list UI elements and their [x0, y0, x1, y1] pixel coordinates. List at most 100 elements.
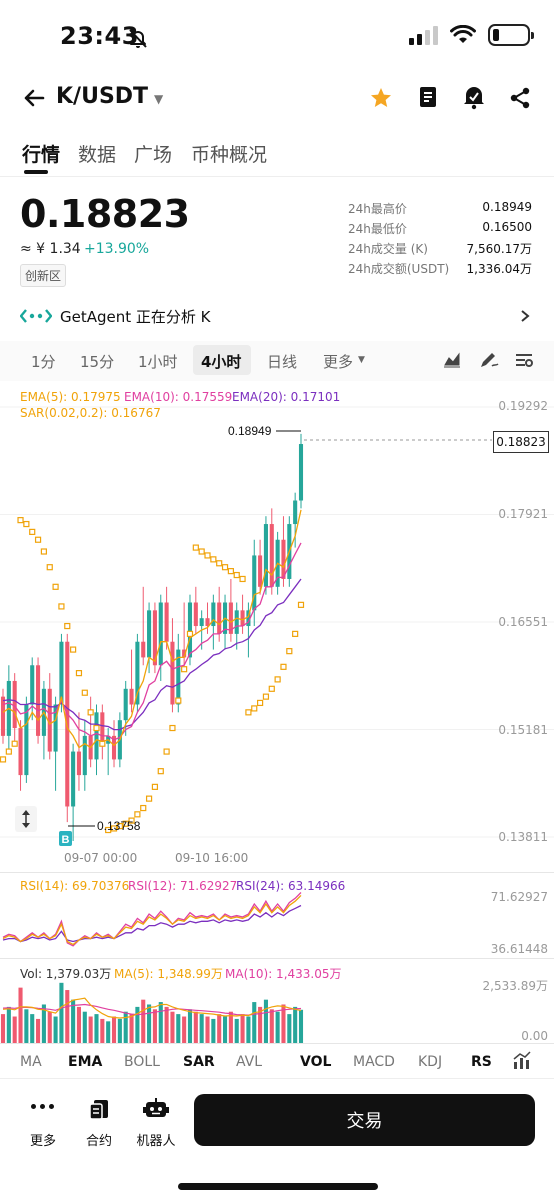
- vol-ma10-legend: MA(10): 1,433.05万: [225, 967, 342, 981]
- indicator-tab-vol[interactable]: VOL: [300, 1054, 332, 1070]
- alert-bell-icon[interactable]: [462, 84, 486, 110]
- timeframe-1h[interactable]: 1小时: [138, 353, 178, 371]
- divider: [0, 176, 554, 177]
- time-axis-label: 09-10 16:00: [175, 851, 249, 865]
- trade-button[interactable]: 交易: [194, 1094, 535, 1146]
- chart-settings-icon[interactable]: [515, 352, 533, 368]
- candles: [0, 433, 304, 842]
- indicator-tab-sar[interactable]: SAR: [183, 1054, 215, 1070]
- sar-dot: [239, 575, 246, 583]
- buy-marker[interactable]: [59, 831, 72, 846]
- sar-dot: [286, 648, 293, 655]
- indicator-tab-avl[interactable]: AVL: [236, 1054, 263, 1070]
- sar-dot: [274, 676, 281, 683]
- more-dots-icon[interactable]: [31, 1104, 54, 1109]
- timeframe-15m[interactable]: 15分: [80, 353, 115, 371]
- timeframe-4h[interactable]: 4小时: [201, 353, 242, 371]
- timeframe-more[interactable]: 更多: [323, 353, 354, 371]
- indicator-tab-rs[interactable]: RS: [471, 1054, 492, 1070]
- volume-bar: [76, 1006, 82, 1043]
- sar-dot: [93, 724, 100, 732]
- volume-bar: [217, 1014, 222, 1043]
- draw-pen-icon[interactable]: [479, 351, 499, 369]
- more-caret-icon[interactable]: ▼: [358, 355, 365, 365]
- stat-value-turnover: 1,336.04万: [466, 262, 532, 276]
- candle-body: [135, 641, 140, 705]
- indicator-tab-kdj[interactable]: KDJ: [418, 1054, 443, 1070]
- volume-chart: [0, 982, 304, 1043]
- tab-market[interactable]: 行情: [22, 144, 61, 166]
- indicator-tab-boll[interactable]: BOLL: [124, 1054, 160, 1070]
- back-arrow-icon[interactable]: [22, 86, 46, 110]
- volume-bar: [47, 1011, 52, 1043]
- volume-bar: [12, 1016, 17, 1043]
- volume-bar: [36, 1018, 41, 1043]
- volume-bar: [152, 1009, 157, 1043]
- status-icons: [409, 24, 534, 46]
- share-icon[interactable]: [508, 86, 532, 110]
- volume-bar: [82, 1011, 87, 1043]
- indicator-tab-ma[interactable]: MA: [20, 1054, 42, 1070]
- notebook-icon[interactable]: [417, 85, 439, 109]
- price-axis-label: 0.17921: [498, 507, 548, 521]
- divider: [0, 1078, 554, 1079]
- indicator-tab-macd[interactable]: MACD: [353, 1054, 395, 1070]
- tab-coin-overview[interactable]: 币种概况: [191, 144, 268, 166]
- candle-body: [158, 602, 163, 666]
- vertical-drag-handle-icon[interactable]: [15, 806, 37, 832]
- getagent-banner[interactable]: GetAgent 正在分析 K: [60, 308, 211, 326]
- getagent-logo-icon: [20, 309, 52, 323]
- pair-title[interactable]: K/USDT: [56, 84, 149, 109]
- candle-body: [0, 696, 6, 736]
- indicator-settings-icon[interactable]: [512, 1051, 532, 1071]
- sar-dot: [262, 693, 270, 700]
- volume-bar: [88, 1016, 93, 1043]
- volume-bar: [117, 1018, 122, 1043]
- tab-square[interactable]: 广场: [134, 144, 173, 166]
- indicator-tab-ema[interactable]: EMA: [68, 1054, 103, 1070]
- price-axis-label: 0.19292: [498, 399, 548, 413]
- robot-icon[interactable]: [143, 1097, 169, 1121]
- timeframe-1m[interactable]: 1分: [31, 353, 56, 371]
- rsi24-legend: RSI(24): 63.14966: [236, 879, 346, 893]
- sar-dot: [110, 825, 118, 832]
- sar-dot: [105, 826, 112, 834]
- volume-bar: [252, 1002, 257, 1043]
- candle-body: [164, 602, 169, 642]
- volume-bar: [269, 1009, 274, 1043]
- sar-dot: [23, 520, 30, 528]
- vol-axis-label: 2,533.89万: [482, 979, 548, 993]
- volume-bar: [41, 1004, 46, 1043]
- candle-body: [293, 500, 298, 525]
- sar-dot: [116, 822, 123, 830]
- sar-dot: [210, 556, 217, 563]
- timeframe-1d[interactable]: 日线: [267, 353, 298, 371]
- stat-value-high: 0.18949: [482, 200, 532, 214]
- sar-dot: [145, 795, 153, 802]
- ema20-legend: EMA(20): 0.17101: [232, 390, 341, 404]
- candle-body: [53, 704, 58, 752]
- volume-bar: [6, 1006, 11, 1043]
- current-price-tag: 0.18823: [493, 431, 549, 453]
- volume-bar: [71, 999, 76, 1043]
- favorite-star-icon[interactable]: [369, 86, 393, 110]
- candle-body: [199, 618, 204, 627]
- sar-dot: [181, 666, 188, 673]
- bottom-nav-more[interactable]: 更多: [29, 1134, 56, 1149]
- candle-body: [100, 712, 105, 744]
- tab-data[interactable]: 数据: [78, 144, 117, 166]
- bottom-nav-robot[interactable]: 机器人: [136, 1134, 176, 1149]
- candlestick-chart[interactable]: 0.18949 0.13758 B: [0, 385, 554, 875]
- chevron-right-icon[interactable]: [519, 309, 531, 323]
- volume-bar: [59, 982, 64, 1043]
- chart-type-icon[interactable]: [443, 352, 461, 368]
- sar-dot: [221, 564, 229, 571]
- contract-icon[interactable]: [88, 1098, 110, 1120]
- volume-bar: [141, 999, 146, 1043]
- pair-dropdown-caret-icon[interactable]: ▼: [154, 92, 164, 106]
- vol-ma5-line: [2, 997, 302, 1019]
- bottom-nav-contract[interactable]: 合约: [85, 1134, 112, 1149]
- volume-bar: [182, 1016, 187, 1043]
- candle-body: [170, 641, 175, 705]
- chart-grid: [0, 406, 554, 838]
